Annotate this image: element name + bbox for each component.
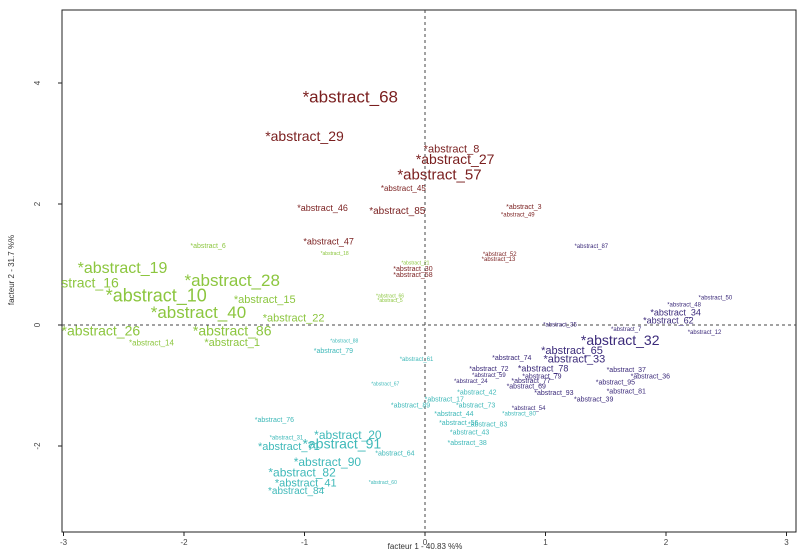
x-tick-label: 2 xyxy=(664,538,669,547)
point-label: *abstract_59 xyxy=(472,373,506,379)
point-label: *abstract_73 xyxy=(456,402,495,409)
y-tick-label: 2 xyxy=(33,201,42,206)
point-label: *abstract_14 xyxy=(129,338,174,347)
x-axis-label: facteur 1 - 40.83 %% xyxy=(388,542,463,551)
point-label: *abstract_50 xyxy=(699,295,733,301)
point-label: *abstract_45 xyxy=(381,184,426,193)
x-tick-label: -1 xyxy=(301,538,309,547)
point-label: *abstract_58 xyxy=(393,272,432,279)
point-label: *abstract_39 xyxy=(574,396,613,403)
point-label: *abstract_81 xyxy=(607,388,646,395)
point-label: *abstract_6 xyxy=(190,243,226,250)
point-label: *abstract_3 xyxy=(506,204,542,211)
point-label: *abstract_60 xyxy=(369,480,397,486)
point-label: *abstract_28 xyxy=(184,271,279,290)
point-label: *abstract_84 xyxy=(268,486,325,497)
point-label: *abstract_56 xyxy=(439,420,478,427)
point-label: *abstract_38 xyxy=(448,440,487,447)
x-tick-label: -3 xyxy=(60,538,68,547)
point-label: *abstract_35 xyxy=(543,323,577,329)
plot-frame xyxy=(61,9,797,533)
point-label: *abstract_74 xyxy=(492,355,531,362)
point-label: *abstract_93 xyxy=(534,390,573,397)
point-label: *abstract_13 xyxy=(482,257,516,263)
point-label: *abstract_89 xyxy=(391,402,430,409)
point-label: *abstract_30 xyxy=(393,266,432,273)
point-label: *abstract_17 xyxy=(425,396,464,403)
point-label: *abstract_32 xyxy=(581,332,660,348)
point-label: *abstract_12 xyxy=(688,330,722,336)
point-label: *abstract_41 xyxy=(275,477,337,489)
point-label: *abstract_18 xyxy=(321,251,349,257)
point-label: *abstract_19 xyxy=(78,260,168,277)
point-label: *abstract_88 xyxy=(330,339,358,345)
point-label: *abstract_90 xyxy=(294,455,362,469)
point-label: *abstract_47 xyxy=(303,236,354,246)
axis-ticks: -3 -2 -1 0 1 2 3 -2 0 2 4 xyxy=(33,80,789,547)
point-label: *abstract_76 xyxy=(255,417,294,424)
point-label: *abstract_44 xyxy=(434,411,473,418)
point-label: *abstract_79 xyxy=(314,348,353,355)
point-label: *abstract_57 xyxy=(397,167,481,184)
point-label: *abstract_95 xyxy=(596,379,635,386)
point-label: *abstract_7 xyxy=(611,327,642,333)
point-label: *abstract_71 xyxy=(258,441,320,453)
point-label: *abstract_36 xyxy=(631,373,670,380)
point-label: *abstract_37 xyxy=(607,367,646,374)
point-label: *abstract_64 xyxy=(375,451,414,458)
point-label: *abstract_67 xyxy=(371,382,399,388)
point-label: *abstract_82 xyxy=(268,465,336,479)
point-label: *abstract_8 xyxy=(424,143,480,155)
y-axis-label: facteur 2 - 31.7 %% xyxy=(7,235,16,305)
point-label: *abstract_87 xyxy=(574,244,608,250)
point-label: stract_16 xyxy=(61,275,119,291)
point-label: *abstract_62 xyxy=(643,316,694,326)
point-label: *abstract_15 xyxy=(234,294,296,306)
x-tick-label: 1 xyxy=(543,538,548,547)
point-label: *abstract_20 xyxy=(314,428,382,442)
point-label: *abstract_34 xyxy=(650,307,701,317)
point-label: *abstract_91 xyxy=(303,435,382,451)
point-label: *abstract_66 xyxy=(376,293,404,299)
point-label: *abstract_46 xyxy=(297,203,348,213)
point-label: *abstract_48 xyxy=(667,303,701,309)
point-label: *abstract_65 xyxy=(541,345,603,357)
point-label: *abstract_29 xyxy=(265,128,344,144)
point-label: *abstract_68 xyxy=(303,88,398,107)
point-label: *abstract_86 xyxy=(193,322,272,338)
point-label: *abstract_79 xyxy=(522,373,561,380)
point-label: *abstract_78 xyxy=(518,364,569,374)
point-label: *abstract_22 xyxy=(263,312,325,324)
point-label: *abstract_31 xyxy=(270,436,304,442)
point-label: *abstract_83 xyxy=(468,422,507,429)
point-label: *abstract_69 xyxy=(507,384,546,391)
point-label: *abstract_49 xyxy=(501,212,535,218)
point-label: *abstract_52 xyxy=(483,252,517,258)
point-label: *abstract_54 xyxy=(512,406,546,412)
point-label: *abstract_80 xyxy=(502,412,536,418)
point-labels: *abstract_68*abstract_29*abstract_8*abst… xyxy=(61,88,733,497)
point-label: *abstract_85 xyxy=(369,206,426,217)
point-label: *abstract_27 xyxy=(416,151,495,167)
point-label: *abstract_24 xyxy=(454,379,488,385)
y-tick-label: -2 xyxy=(33,442,42,450)
point-label: *abstract_33 xyxy=(544,353,606,365)
point-label: *abstract_5 xyxy=(377,298,403,304)
point-label: *abstract_43 xyxy=(450,430,489,437)
point-label: *abstract_77 xyxy=(511,378,550,385)
point-label: *abstract_42 xyxy=(457,390,496,397)
point-label: *abstract_1 xyxy=(204,337,260,349)
point-label: *abstract_72 xyxy=(469,366,508,373)
x-tick-label: 0 xyxy=(423,538,428,547)
x-tick-label: 3 xyxy=(784,538,789,547)
y-tick-label: 4 xyxy=(33,80,42,85)
point-label: *abstract_26 xyxy=(62,322,141,338)
point-label: *abstract_21 xyxy=(401,261,429,267)
point-label: *abstract_61 xyxy=(400,357,434,363)
point-label: *abstract_40 xyxy=(151,303,246,322)
y-tick-label: 0 xyxy=(33,322,42,327)
x-tick-label: -2 xyxy=(180,538,188,547)
point-label: *abstract_10 xyxy=(106,285,207,306)
